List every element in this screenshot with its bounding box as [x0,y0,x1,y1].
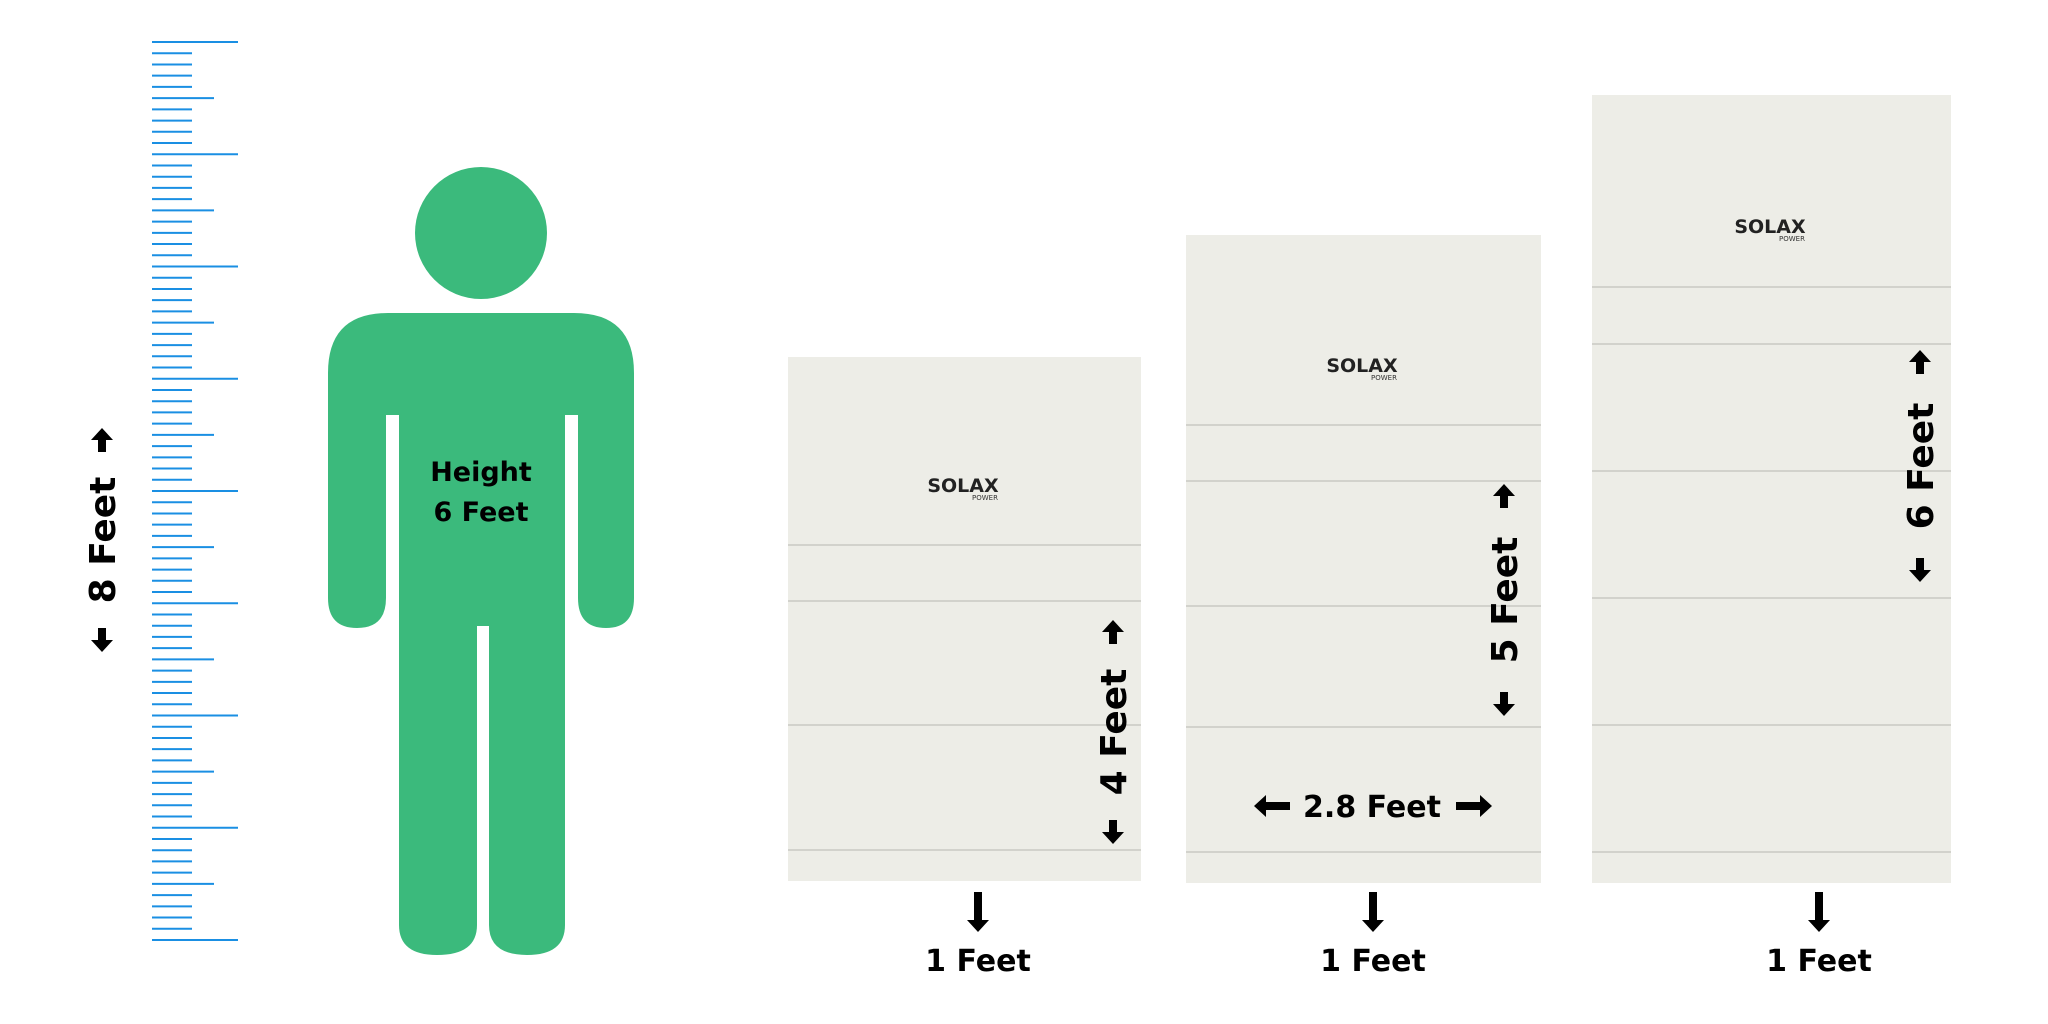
solax-logo: SOLAX POWER [1326,355,1398,382]
person-head [415,167,547,299]
svg-text:SOLAX: SOLAX [1326,355,1398,377]
unit-width-label: 2.8 Feet [1303,790,1441,825]
arrow-down-icon [967,892,989,932]
arrow-right-icon [1456,795,1492,817]
unit-base-label: 1 Feet [925,944,1031,979]
unit-base-label: 1 Feet [1766,944,1872,979]
arrow-down-icon [1102,820,1124,844]
arrow-down-icon [91,628,113,652]
unit-base-label: 1 Feet [1320,944,1426,979]
arrow-up-icon [1102,620,1124,644]
svg-text:POWER: POWER [1779,235,1805,243]
svg-text:SOLAX: SOLAX [1734,216,1806,238]
svg-text:POWER: POWER [972,494,998,502]
battery-unit-6ft: SOLAX POWER 6 Feet 1 Feet [1592,95,1951,979]
svg-text:SOLAX: SOLAX [927,475,999,497]
battery-unit-4ft: SOLAX POWER 4 Feet 1 Feet [788,357,1141,979]
arrow-up-icon [1493,484,1515,508]
arrow-up-icon [1909,350,1931,374]
ruler-height-annotation: 8 Feet [83,428,124,652]
unit-height-label: 6 Feet [1901,403,1942,530]
unit-height-annotation: 5 Feet [1485,484,1526,716]
solax-logo: SOLAX POWER [927,475,999,502]
arrow-up-icon [91,428,113,452]
unit-width-annotation: 2.8 Feet [1254,790,1492,825]
arrow-down-icon [1909,558,1931,582]
solax-logo: SOLAX POWER [1734,216,1806,243]
unit-height-label: 5 Feet [1485,537,1526,664]
arrow-down-icon [1493,692,1515,716]
person-silhouette: Height 6 Feet [328,167,634,955]
height-ruler [152,41,238,941]
unit-height-annotation: 4 Feet [1094,620,1135,844]
cabinet-body [1592,95,1951,883]
battery-unit-5ft: SOLAX POWER 5 Feet 2.8 Feet 1 Feet [1186,235,1541,979]
cabinet-body [1186,235,1541,883]
ruler-height-label: 8 Feet [83,477,124,604]
svg-text:POWER: POWER [1371,374,1397,382]
person-height-line2: 6 Feet [433,497,528,528]
arrow-down-icon [1808,892,1830,932]
person-body [328,313,634,955]
unit-height-label: 4 Feet [1094,669,1135,796]
person-height-line1: Height [430,457,532,488]
arrow-down-icon [1362,892,1384,932]
cabinet-body [788,357,1141,881]
arrow-left-icon [1254,795,1290,817]
unit-height-annotation: 6 Feet [1901,350,1942,582]
